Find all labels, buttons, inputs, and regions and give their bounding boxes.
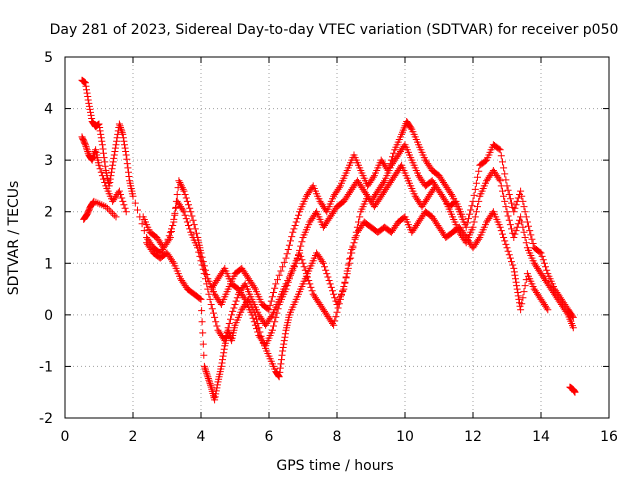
x-tick-label: 8 bbox=[333, 429, 342, 445]
x-tick-label: 4 bbox=[197, 429, 206, 445]
x-tick-label: 2 bbox=[129, 429, 138, 445]
y-tick-label: 4 bbox=[44, 102, 53, 118]
x-axis-label: GPS time / hours bbox=[276, 458, 393, 474]
x-tick-label: 0 bbox=[61, 429, 70, 445]
y-tick-label: 0 bbox=[44, 308, 53, 324]
y-tick-label: -2 bbox=[39, 411, 53, 427]
grid-layer bbox=[65, 57, 609, 418]
y-tick-label: 3 bbox=[44, 153, 53, 169]
x-tick-label: 6 bbox=[265, 429, 274, 445]
y-tick-label: -1 bbox=[39, 359, 53, 375]
y-tick-label: 5 bbox=[44, 50, 53, 66]
y-axis-label: SDTVAR / TECUs bbox=[6, 181, 22, 296]
x-tick-label: 14 bbox=[532, 429, 550, 445]
y-tick-label: 1 bbox=[44, 256, 53, 272]
points-layer bbox=[78, 76, 579, 404]
x-tick-label: 10 bbox=[396, 429, 414, 445]
data-point-markers bbox=[78, 76, 579, 404]
x-tick-label: 12 bbox=[464, 429, 482, 445]
x-tick-label: 16 bbox=[600, 429, 618, 445]
chart-title: Day 281 of 2023, Sidereal Day-to-day VTE… bbox=[50, 22, 619, 38]
y-tick-label: 2 bbox=[44, 205, 53, 221]
